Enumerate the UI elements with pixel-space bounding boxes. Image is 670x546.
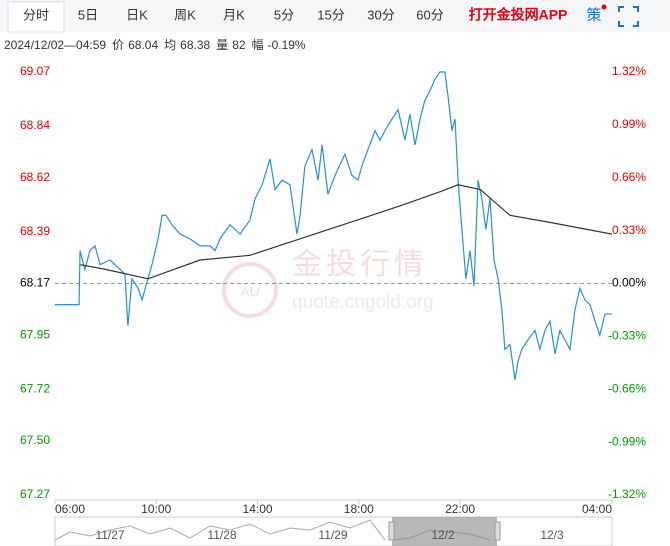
y-tick-label: 68.17 [20, 276, 50, 290]
y2-tick-label: 0.66% [612, 170, 646, 184]
watermark-url: quote.cngold.org [292, 292, 434, 313]
watermark-title: 金投行情 [292, 248, 428, 281]
tab[interactable]: 15分 [317, 7, 344, 22]
navigator-date: 11/29 [318, 528, 347, 542]
info-item: -0.19% [268, 38, 306, 52]
fullscreen-button[interactable] [618, 6, 639, 27]
price-line [55, 71, 612, 380]
tab[interactable]: 分时 [23, 7, 49, 22]
y-tick-label: 69.07 [20, 64, 50, 78]
info-item: 68.04 [128, 38, 158, 52]
y2-tick-label: -1.32% [608, 487, 646, 501]
y-tick-label: 68.62 [20, 170, 50, 184]
tab[interactable]: 日K [126, 7, 148, 22]
y-tick-label: 68.84 [20, 118, 50, 132]
info-item: 幅 [252, 37, 264, 52]
navigator-date: 12/3 [540, 528, 564, 542]
navigator-date: 12/2 [431, 528, 455, 542]
tab-bar [0, 0, 670, 32]
app-link[interactable]: 打开金投网APP [469, 7, 568, 23]
x-tick-label: 14:00 [243, 502, 273, 516]
info-item: 82 [232, 38, 246, 52]
x-tick-label: 18:00 [344, 502, 374, 516]
navigator-handle[interactable] [388, 521, 395, 541]
watermark-logo-text: AU [240, 284, 259, 300]
price-line [80, 184, 613, 280]
strategy-button[interactable]: 策 [586, 7, 601, 24]
info-item: 价 [112, 38, 124, 52]
y2-tick-label: -0.33% [608, 329, 646, 343]
tab[interactable]: 60分 [416, 7, 443, 22]
navigator [54, 516, 613, 546]
watermark-logo [222, 262, 278, 318]
y-tick-label: 67.72 [20, 381, 50, 395]
y2-tick-label: -0.99% [608, 434, 646, 448]
tab[interactable]: 5日 [78, 7, 98, 22]
y-tick-label: 67.95 [20, 327, 50, 341]
badge [601, 4, 607, 10]
info-item: 68.38 [180, 38, 210, 52]
tab-active-bg [7, 1, 65, 33]
navigator-handle[interactable] [494, 521, 501, 541]
navigator-track [54, 516, 613, 546]
tab[interactable]: 周K [174, 7, 196, 22]
watermark: AU 金投行情 quote.cngold.org [222, 248, 434, 318]
x-tick-label: 06:00 [55, 502, 85, 516]
info-item: 均 [164, 38, 176, 52]
info-item: 量 [216, 38, 228, 52]
navigator-date: 11/28 [207, 528, 236, 542]
y2-tick-label: 0.99% [612, 117, 646, 131]
tab[interactable]: 月K [223, 7, 245, 22]
navigator-window[interactable] [392, 517, 497, 546]
y2-tick-label: 0.00% [612, 276, 646, 290]
y2-tick-label: 0.33% [612, 223, 646, 237]
info-item: 2024/12/02—04:59 [4, 38, 106, 52]
x-tick-label: 22:00 [445, 502, 475, 516]
y-tick-label: 67.27 [20, 487, 50, 501]
tab[interactable]: 5分 [274, 7, 294, 22]
y2-tick-label: 1.32% [612, 64, 646, 78]
y-tick-label: 67.50 [20, 433, 50, 447]
tab[interactable]: 30分 [367, 7, 394, 22]
y-tick-label: 68.39 [20, 224, 50, 238]
navigator-date: 11/27 [95, 528, 124, 542]
x-tick-label: 10:00 [141, 502, 171, 516]
y2-tick-label: -0.66% [608, 381, 646, 395]
x-tick-label: 04:00 [582, 502, 612, 516]
